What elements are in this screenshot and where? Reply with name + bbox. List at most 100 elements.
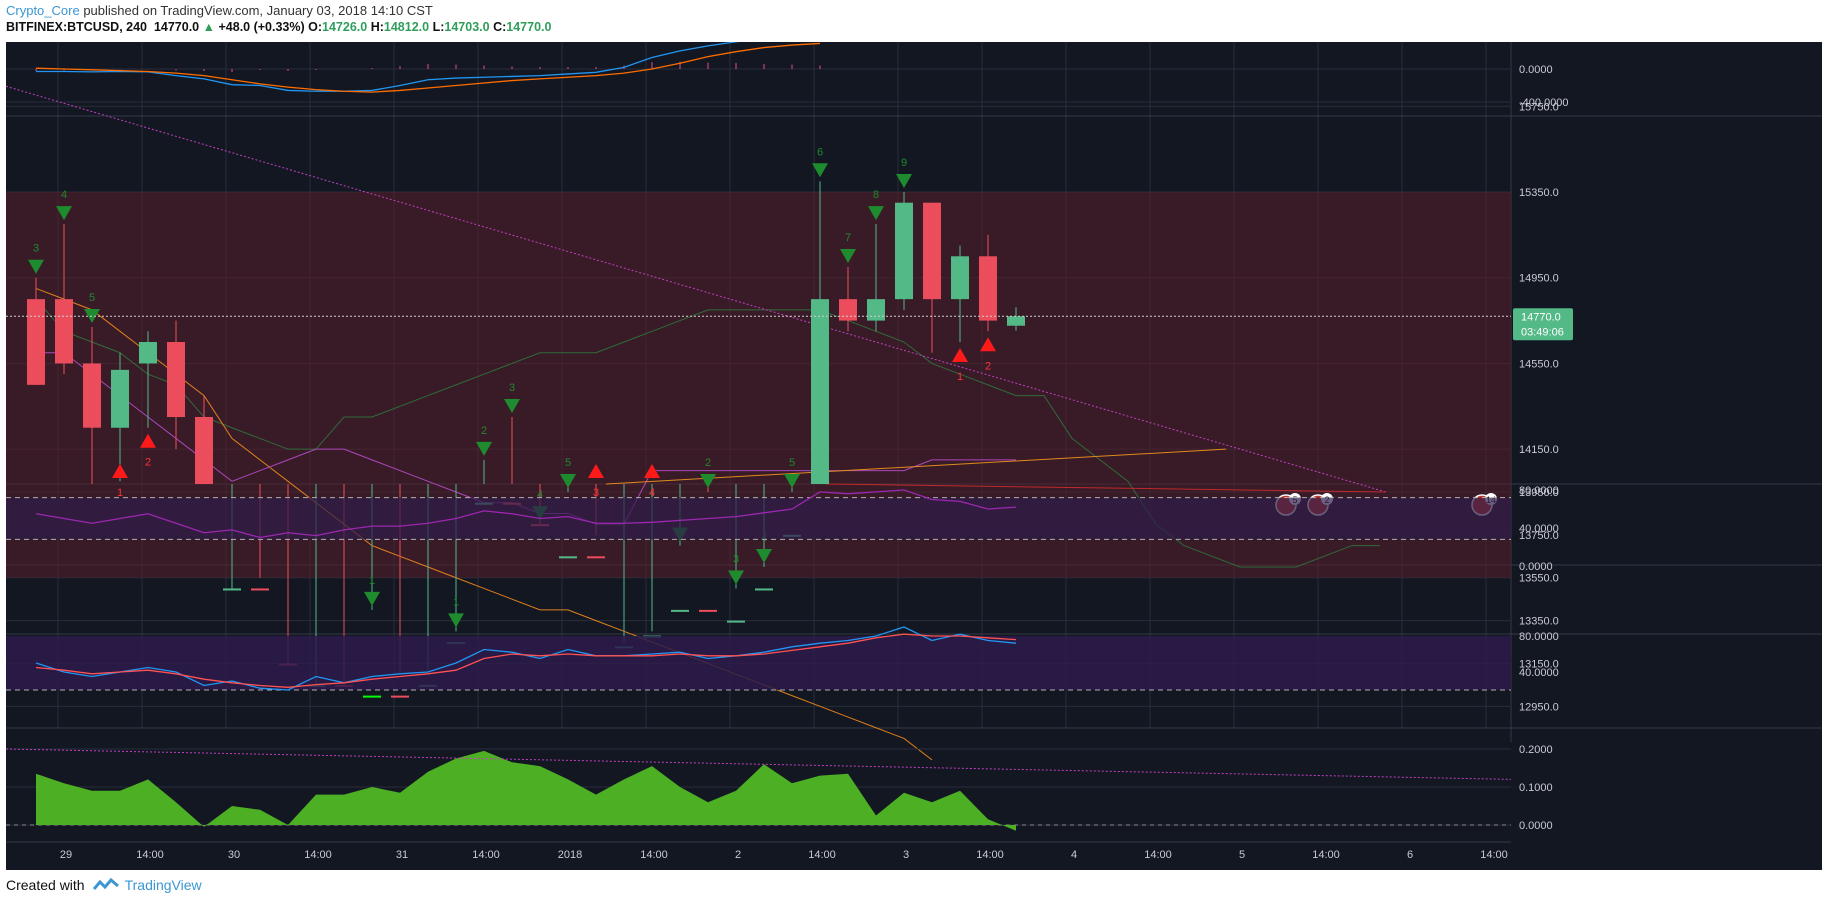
- td-count-label: 2: [705, 457, 711, 469]
- candle-body: [755, 588, 773, 591]
- td-count-label: 2: [145, 457, 151, 469]
- close-value: 14770.0: [506, 20, 552, 34]
- candle-body: [27, 299, 45, 385]
- chart-svg[interactable]: 0.0000-400.00003451123451234567891234121…: [5, 37, 1822, 870]
- td-sell-triangle-icon: [784, 474, 800, 489]
- x-axis-label: 2018: [558, 849, 582, 861]
- macd-axis-label: 0.0000: [1519, 64, 1553, 76]
- candle-body: [223, 588, 241, 591]
- x-axis-label: 5: [1239, 849, 1245, 861]
- open-label: O:: [308, 20, 323, 34]
- candle-body: [55, 299, 73, 364]
- td-sell-triangle-icon: [504, 399, 520, 414]
- price-axis-label: 13350.0: [1519, 616, 1559, 628]
- osc-axis-label: 0.2000: [1519, 744, 1553, 756]
- td-count-label: 8: [873, 189, 879, 201]
- td-count-label: 7: [845, 232, 851, 244]
- candle-body: [951, 256, 969, 300]
- td-buy-triangle-icon: [952, 348, 968, 363]
- td-buy-triangle-icon: [644, 464, 660, 478]
- tradingview-link[interactable]: TradingView: [92, 877, 202, 893]
- td-sell-triangle-icon: [448, 613, 464, 628]
- td-sell-triangle-icon: [868, 206, 884, 221]
- ascending-trendline-red: [825, 483, 1387, 493]
- candle-body: [979, 256, 997, 321]
- rsi-axis-label: 80.0000: [1519, 485, 1559, 497]
- stoch-axis-label: 40.0000: [1519, 667, 1559, 679]
- x-axis-label: 6: [1407, 849, 1413, 861]
- td-count-label: 3: [33, 243, 39, 255]
- td-count-label: 5: [565, 457, 571, 469]
- x-axis-label: 30: [228, 849, 240, 861]
- author-link[interactable]: Crypto_Core: [6, 3, 80, 18]
- close-label: C:: [493, 20, 507, 34]
- candle-body: [727, 620, 745, 623]
- candle-body: [195, 417, 213, 484]
- chart-area[interactable]: 0.0000-400.00003451123451234567891234121…: [5, 37, 1822, 870]
- price-axis-label: 14950.0: [1519, 273, 1559, 285]
- x-axis-label: 14:00: [472, 849, 500, 861]
- last-price-badge-text: 14770.0: [1521, 311, 1561, 323]
- td-sell-triangle-icon: [84, 309, 100, 324]
- publish-line: Crypto_Core published on TradingView.com…: [6, 3, 433, 18]
- rsi-line: [35, 489, 1017, 539]
- td-sell-triangle-icon: [364, 591, 380, 606]
- x-axis-label: 14:00: [1480, 849, 1508, 861]
- td-count-label: 9: [901, 157, 907, 169]
- candle-body: [251, 588, 269, 591]
- change-value: +48.0 (+0.33%): [218, 20, 305, 34]
- td-sell-triangle-icon: [700, 474, 716, 489]
- stoch-band: [6, 636, 1511, 690]
- td-sell-triangle-icon: [896, 174, 912, 188]
- low-value: 14703.0: [444, 20, 490, 34]
- td-sell-triangle-icon: [56, 206, 72, 221]
- td-count-label: 1: [453, 596, 459, 608]
- td-count-label: 2: [481, 425, 487, 437]
- stoch-axis-label: 80.0000: [1519, 631, 1559, 643]
- td-buy-triangle-icon: [980, 337, 996, 352]
- td-count-label: 3: [593, 487, 599, 499]
- td-count-label: 6: [817, 146, 823, 158]
- td-buy-triangle-icon: [112, 464, 128, 478]
- price-axis-label: 13150.0: [1519, 658, 1559, 670]
- rsi-band: [6, 497, 1511, 540]
- candle-body: [699, 609, 717, 612]
- conversion-line: [35, 287, 933, 761]
- x-axis-label: 14:00: [640, 849, 668, 861]
- price-axis-label: 13950.0: [1519, 487, 1559, 499]
- candle-body: [671, 609, 689, 612]
- candle-body: [587, 556, 605, 559]
- x-axis-label: 14:00: [808, 849, 836, 861]
- candle-body: [867, 299, 885, 321]
- td-count-label: 1: [117, 487, 123, 499]
- x-axis-label: 14:00: [1144, 849, 1172, 861]
- price-axis-label: 15750.0: [1519, 101, 1559, 113]
- created-with-text: Created with: [6, 877, 85, 893]
- countdown-label: 03:49:06: [1521, 326, 1564, 338]
- x-axis-label: 29: [60, 849, 72, 861]
- candle-body: [1007, 316, 1025, 326]
- td-count-label: 3: [509, 382, 515, 394]
- tradingview-brand-text: TradingView: [124, 877, 202, 893]
- osc-axis-label: 0.1000: [1519, 782, 1553, 794]
- td-count-label: 5: [89, 292, 95, 304]
- td-sell-triangle-icon: [840, 249, 856, 264]
- x-axis-label: 2: [735, 849, 741, 861]
- td-sell-triangle-icon: [812, 163, 828, 178]
- oscillator-area: [36, 750, 1016, 831]
- footer: Created with TradingView: [6, 877, 202, 893]
- stoch-d-line: [35, 633, 1017, 688]
- td-count-label: 4: [537, 489, 543, 501]
- td-sell-triangle-icon: [560, 474, 576, 489]
- candle-body: [559, 556, 577, 559]
- high-value: 14812.0: [383, 20, 430, 34]
- symbol-label: BITFINEX:BTCUSD, 240: [6, 20, 147, 34]
- candle-body: [895, 202, 913, 300]
- last-price-badge: [1513, 308, 1573, 341]
- open-value: 14726.0: [322, 20, 368, 34]
- price-axis-label: 13750.0: [1519, 530, 1559, 542]
- td-sell-triangle-icon: [728, 570, 744, 585]
- x-axis-label: 31: [396, 849, 408, 861]
- last-price: 14770.0: [153, 20, 200, 34]
- td-count-label: 3: [733, 553, 739, 565]
